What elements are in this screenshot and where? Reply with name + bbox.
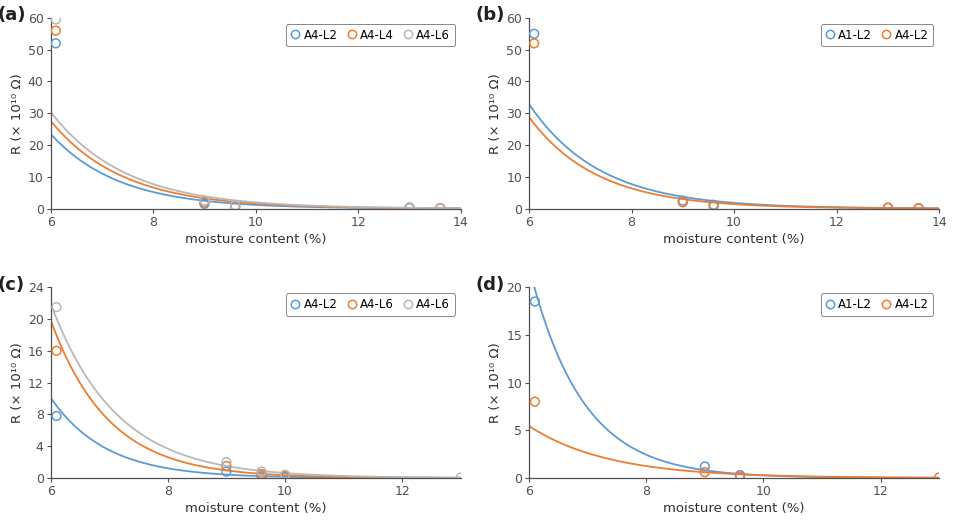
Point: [433, 204, 448, 212]
Point: [697, 468, 712, 477]
Y-axis label: R (× 10¹⁰ Ω): R (× 10¹⁰ Ω): [488, 73, 501, 153]
Point: [527, 397, 542, 406]
Text: (b): (b): [476, 6, 504, 25]
Point: [196, 196, 212, 205]
X-axis label: moisture content (%): moisture content (%): [662, 502, 804, 515]
Point: [49, 347, 64, 355]
Point: [228, 202, 243, 210]
Point: [930, 473, 945, 482]
X-axis label: moisture content (%): moisture content (%): [662, 233, 804, 246]
Point: [526, 30, 541, 38]
Text: (a): (a): [0, 6, 26, 25]
Text: (c): (c): [0, 276, 25, 294]
Point: [675, 196, 690, 205]
Point: [48, 39, 63, 48]
Point: [196, 200, 212, 208]
Point: [401, 204, 416, 212]
Point: [910, 204, 925, 212]
Point: [705, 200, 720, 209]
Legend: A4-L2, A4-L4, A4-L6: A4-L2, A4-L4, A4-L6: [286, 24, 455, 46]
Point: [277, 473, 293, 481]
Point: [196, 198, 212, 206]
Point: [910, 204, 925, 212]
X-axis label: moisture content (%): moisture content (%): [185, 233, 326, 246]
X-axis label: moisture content (%): moisture content (%): [185, 502, 326, 515]
Legend: A4-L2, A4-L6, A4-L6: A4-L2, A4-L6, A4-L6: [286, 293, 455, 316]
Point: [253, 472, 269, 481]
Point: [49, 303, 64, 311]
Point: [732, 471, 747, 479]
Point: [218, 462, 233, 470]
Y-axis label: R (× 10¹⁰ Ω): R (× 10¹⁰ Ω): [10, 73, 24, 153]
Point: [880, 204, 895, 212]
Point: [401, 203, 416, 211]
Point: [253, 467, 269, 476]
Point: [228, 201, 243, 210]
Point: [49, 412, 64, 420]
Point: [453, 473, 468, 482]
Text: (d): (d): [476, 276, 504, 294]
Y-axis label: R (× 10¹⁰ Ω): R (× 10¹⁰ Ω): [10, 342, 24, 423]
Point: [401, 204, 416, 212]
Point: [697, 462, 712, 471]
Point: [880, 204, 895, 212]
Point: [277, 471, 293, 479]
Point: [433, 204, 448, 212]
Point: [705, 202, 720, 210]
Legend: A1-L2, A4-L2: A1-L2, A4-L2: [820, 293, 932, 316]
Point: [675, 198, 690, 206]
Point: [433, 204, 448, 212]
Point: [48, 27, 63, 35]
Y-axis label: R (× 10¹⁰ Ω): R (× 10¹⁰ Ω): [489, 342, 501, 423]
Legend: A1-L2, A4-L2: A1-L2, A4-L2: [820, 24, 932, 46]
Point: [218, 467, 233, 476]
Point: [527, 298, 542, 306]
Point: [732, 472, 747, 481]
Point: [253, 470, 269, 478]
Point: [48, 15, 63, 23]
Point: [228, 203, 243, 211]
Point: [218, 458, 233, 466]
Point: [277, 472, 293, 480]
Point: [526, 39, 541, 48]
